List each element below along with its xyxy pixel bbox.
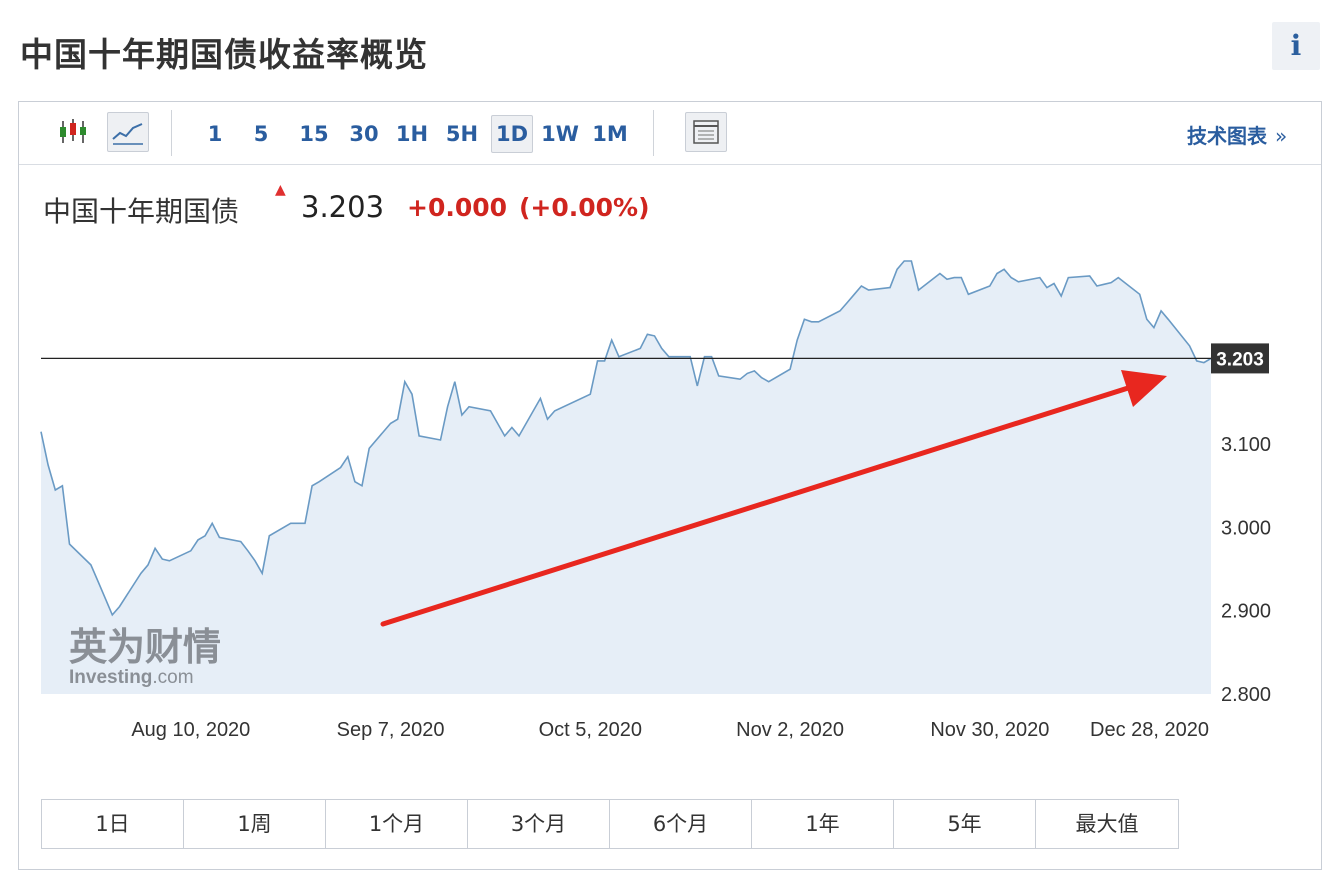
- period-button-3[interactable]: 3个月: [468, 800, 610, 848]
- technical-chart-label: 技术图表: [1187, 124, 1267, 148]
- technical-chart-link[interactable]: 技术图表 »: [1187, 120, 1287, 149]
- x-tick-label: Nov 30, 2020: [930, 719, 1049, 741]
- series-area: [41, 261, 1211, 694]
- range-button-1[interactable]: 1: [207, 122, 223, 146]
- range-button-1w[interactable]: 1W: [541, 122, 579, 146]
- svg-text:3.203: 3.203: [1216, 349, 1264, 370]
- svg-text:Investing.com: Investing.com: [69, 667, 194, 688]
- y-tick-label: 3.000: [1221, 517, 1271, 539]
- y-tick-label: 2.900: [1221, 601, 1271, 623]
- y-tick-label: 3.100: [1221, 434, 1271, 456]
- period-button-4[interactable]: 6个月: [610, 800, 752, 848]
- line-chart-icon[interactable]: [107, 112, 149, 152]
- range-button-15[interactable]: 15: [299, 122, 329, 146]
- page-title: 中国十年期国债收益率概览: [20, 35, 428, 74]
- info-button[interactable]: i: [1272, 22, 1320, 70]
- table-view-icon[interactable]: [685, 112, 727, 152]
- instrument-name: 中国十年期国债: [43, 195, 240, 228]
- price-change: +0.000: [407, 193, 508, 222]
- price-chart[interactable]: 3.203 2.800 2.900 3.000 3.100 Aug 10, 2020 Sep…: [19, 102, 1321, 782]
- x-tick-label: Dec 28, 2020: [1090, 719, 1209, 741]
- period-button-5[interactable]: 1年: [752, 800, 894, 848]
- series-line: [40, 260, 1212, 617]
- period-button-6[interactable]: 5年: [894, 800, 1036, 848]
- range-button-1h[interactable]: 1H: [395, 122, 429, 146]
- watermark-site: Investing: [69, 667, 152, 688]
- period-button-2[interactable]: 1个月: [326, 800, 468, 848]
- period-button-0[interactable]: 1日: [42, 800, 184, 848]
- range-button-1d[interactable]: 1D: [491, 115, 533, 153]
- up-arrow-icon: ▲: [275, 182, 286, 198]
- range-button-5[interactable]: 5: [253, 122, 269, 146]
- chevron-right-icon: »: [1275, 124, 1288, 148]
- watermark-brand: 英为财情: [69, 625, 221, 669]
- toolbar-divider: [171, 110, 172, 156]
- price-change-percent: (+0.00%): [519, 193, 650, 222]
- toolbar-divider: [653, 110, 654, 156]
- chart-toolbar: 1 5 15 30 1H 5H 1D 1W 1M 技术图表»: [19, 102, 1321, 165]
- range-button-5h[interactable]: 5H: [445, 122, 479, 146]
- watermark-domain: .com: [152, 667, 193, 688]
- period-button-7[interactable]: 最大值: [1075, 812, 1139, 836]
- last-price: 3.203: [301, 190, 385, 224]
- x-tick-label: Nov 2, 2020: [736, 719, 844, 741]
- y-tick-label: 2.800: [1221, 684, 1271, 706]
- period-button-1[interactable]: 1周: [184, 800, 326, 848]
- x-tick-label: Oct 5, 2020: [539, 719, 642, 741]
- range-button-1m[interactable]: 1M: [592, 122, 628, 146]
- period-selector: 1日 1周 1个月 3个月 6个月 1年 5年 最大值: [41, 799, 1179, 849]
- candlestick-icon[interactable]: [53, 112, 95, 152]
- current-value-label: 3.203: [1211, 343, 1269, 374]
- trend-arrow: [380, 370, 1167, 627]
- range-button-30[interactable]: 30: [349, 122, 379, 146]
- chart-widget: 1 5 15 30 1H 5H 1D 1W 1M 技术图表» 中国十年期国债 ▲ 3.203 +…: [18, 101, 1322, 870]
- x-tick-label: Sep 7, 2020: [337, 719, 445, 741]
- x-tick-label: Aug 10, 2020: [131, 719, 250, 741]
- investing-watermark: 英为财情 Investing.com: [69, 625, 221, 688]
